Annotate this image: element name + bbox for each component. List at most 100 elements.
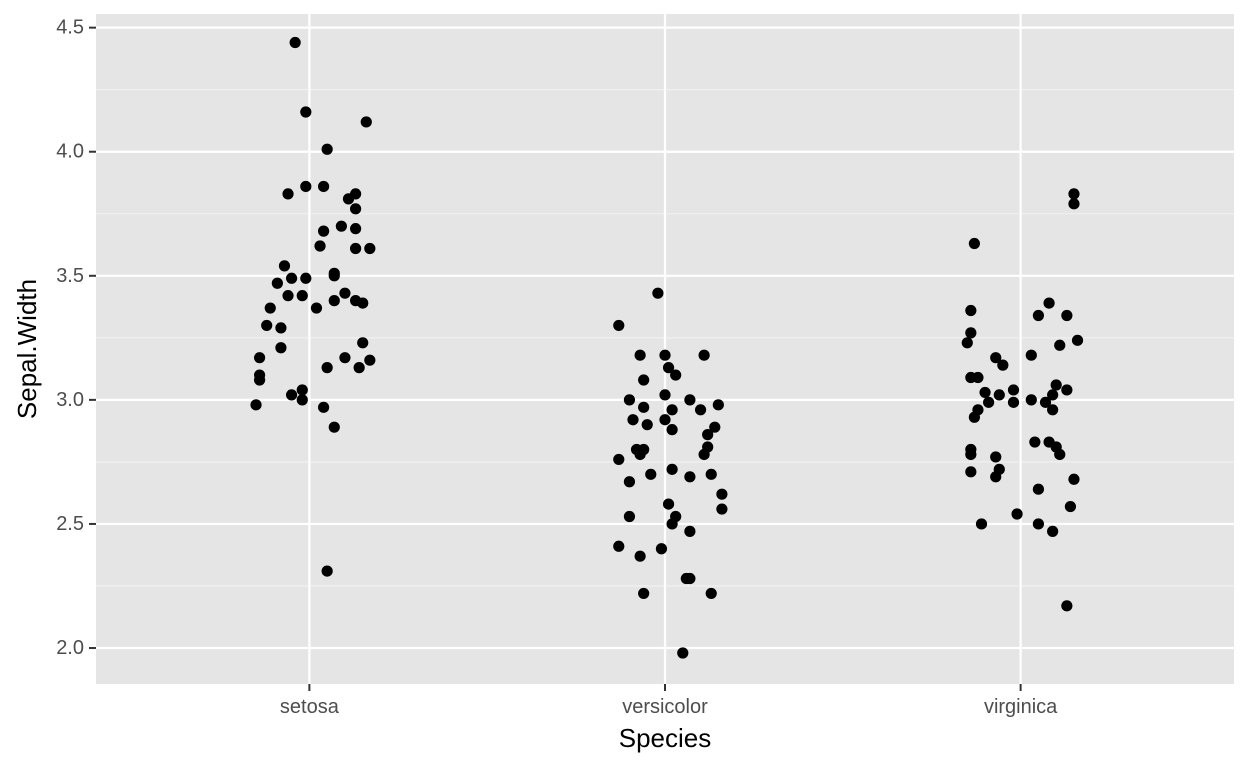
data-point-versicolor	[716, 488, 728, 500]
data-point-virginica	[1025, 394, 1037, 406]
data-point-virginica	[965, 304, 977, 317]
data-point-setosa	[318, 401, 330, 413]
data-point-versicolor	[709, 421, 721, 433]
data-point-setosa	[278, 260, 291, 272]
data-point-versicolor	[623, 476, 636, 488]
data-point-setosa	[264, 302, 276, 314]
data-point-versicolor	[698, 448, 710, 461]
y-axis-title: Sepal.Width	[12, 279, 42, 419]
data-point-virginica	[1032, 483, 1045, 495]
data-point-setosa	[342, 193, 355, 205]
data-point-virginica	[1025, 349, 1037, 361]
data-point-virginica	[961, 337, 973, 349]
data-point-virginica	[965, 327, 977, 339]
data-point-setosa	[364, 354, 376, 366]
data-point-setosa	[296, 394, 308, 406]
data-point-setosa	[350, 223, 362, 235]
data-point-virginica	[990, 471, 1002, 483]
data-point-virginica	[1032, 518, 1045, 530]
data-point-versicolor	[634, 349, 646, 361]
data-point-virginica	[990, 352, 1002, 364]
data-point-setosa	[275, 342, 287, 354]
data-point-versicolor	[613, 540, 625, 552]
data-point-virginica	[1032, 309, 1045, 322]
y-axis: 2.0 2.5 3.0 3.5 4.0 4.5	[56, 17, 96, 659]
data-point-virginica	[990, 451, 1002, 463]
data-point-setosa	[318, 180, 330, 193]
data-point-versicolor	[666, 404, 678, 416]
data-point-setosa	[321, 565, 333, 577]
data-point-virginica	[968, 237, 980, 250]
data-point-versicolor	[698, 349, 710, 361]
data-point-versicolor	[694, 404, 707, 416]
data-point-setosa	[261, 319, 273, 332]
y-tick-label: 3.0	[56, 389, 84, 411]
data-point-virginica	[1061, 384, 1073, 396]
data-point-virginica	[1054, 448, 1066, 461]
data-point-versicolor	[684, 525, 696, 537]
data-point-virginica	[1054, 339, 1066, 351]
data-point-versicolor	[666, 463, 678, 475]
data-point-versicolor	[638, 587, 650, 600]
data-point-versicolor	[684, 572, 696, 585]
data-point-setosa	[282, 188, 294, 200]
data-point-setosa	[289, 36, 301, 49]
major-gridlines	[96, 14, 1234, 684]
data-point-setosa	[328, 421, 340, 433]
data-point-versicolor	[662, 498, 675, 510]
data-point-versicolor	[705, 587, 717, 600]
data-point-setosa	[285, 272, 298, 284]
data-point-virginica	[1047, 525, 1059, 537]
data-point-versicolor	[638, 401, 650, 413]
data-point-versicolor	[716, 503, 728, 515]
data-point-virginica	[983, 396, 995, 408]
data-point-virginica	[1064, 500, 1077, 513]
data-point-virginica	[968, 411, 980, 423]
data-point-versicolor	[712, 399, 724, 411]
x-axis-title: Species	[619, 723, 712, 753]
data-point-setosa	[271, 277, 283, 289]
data-point-versicolor	[645, 468, 657, 480]
data-point-setosa	[339, 287, 351, 299]
data-point-setosa	[296, 290, 308, 302]
x-tick-label-versicolor: versicolor	[622, 696, 708, 718]
data-point-setosa	[321, 143, 333, 155]
data-point-versicolor	[634, 550, 646, 562]
data-point-virginica	[1071, 334, 1084, 346]
data-point-setosa	[350, 242, 362, 255]
data-point-versicolor	[655, 543, 668, 555]
data-point-setosa	[282, 290, 294, 302]
data-point-virginica	[1007, 396, 1020, 408]
data-point-versicolor	[684, 471, 696, 483]
data-point-setosa	[357, 297, 369, 309]
data-point-virginica	[1061, 309, 1073, 322]
data-point-setosa	[300, 106, 312, 118]
data-point-versicolor	[652, 287, 664, 299]
data-point-versicolor	[634, 448, 646, 461]
data-point-virginica	[972, 371, 984, 384]
data-point-versicolor	[613, 319, 625, 332]
data-point-versicolor	[666, 518, 678, 530]
data-point-setosa	[364, 242, 376, 255]
data-point-setosa	[300, 180, 312, 193]
y-tick-label: 2.5	[56, 513, 84, 535]
data-point-virginica	[997, 359, 1009, 371]
data-point-setosa	[357, 337, 369, 349]
data-point-versicolor	[659, 349, 671, 361]
data-point-setosa	[275, 322, 287, 334]
data-point-setosa	[300, 272, 312, 284]
data-points	[250, 36, 1084, 659]
x-tick-label-setosa: setosa	[280, 696, 340, 718]
data-point-virginica	[979, 386, 991, 399]
data-point-virginica	[965, 448, 977, 461]
x-tick-label-virginica: virginica	[984, 696, 1058, 718]
data-point-setosa	[321, 362, 333, 374]
data-point-virginica	[1050, 379, 1062, 391]
y-tick-label: 4.0	[56, 141, 84, 163]
data-point-setosa	[350, 203, 362, 215]
data-point-setosa	[360, 116, 372, 128]
data-point-versicolor	[627, 414, 639, 426]
data-point-setosa	[285, 389, 298, 401]
